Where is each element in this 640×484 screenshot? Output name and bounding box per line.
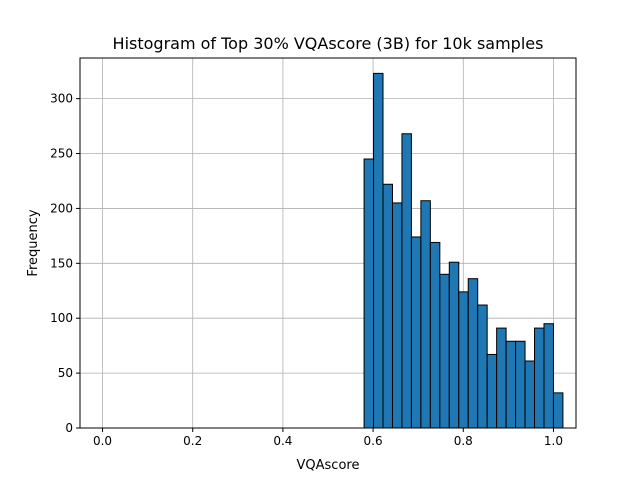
histogram-bar [543,323,554,429]
y-tick-label: 50 [58,366,73,380]
histogram-bar [448,261,460,429]
x-tick-label: 0.4 [273,434,292,448]
x-tick-label: 0.6 [364,434,383,448]
histogram-bar [477,304,488,429]
histogram-bar [505,340,517,429]
histogram-bar [467,278,479,429]
y-tick-label: 0 [65,421,73,435]
x-tick-label: 0.8 [454,434,473,448]
histogram-bar [401,133,412,429]
histogram-bar [552,392,564,429]
y-tick-label: 150 [50,256,73,270]
histogram-bar [496,327,507,429]
x-tick-label: 0.0 [93,434,112,448]
histogram-bar [373,72,384,429]
histogram-bar [382,183,393,429]
histogram-bar [486,353,498,429]
x-axis-label: VQAscore [297,458,360,473]
histogram-bar [420,200,431,429]
y-tick-label: 300 [50,92,73,106]
x-tick-label: 0.2 [183,434,202,448]
y-tick-label: 250 [50,147,73,161]
histogram-bar [534,327,545,429]
histogram-bar [391,202,403,429]
x-tick-label: 1.0 [544,434,563,448]
histogram-bar [515,340,526,429]
histogram-bar [458,291,469,429]
histogram-bar [439,273,450,429]
plot-frame [79,57,577,429]
y-axis-label: Frequency [26,209,41,276]
histogram-bar [363,158,375,429]
histogram-bar [524,360,536,429]
histogram-bar [410,236,422,429]
histogram-bar [429,241,441,429]
chart-title: Histogram of Top 30% VQAscore (3B) for 1… [113,34,544,53]
y-tick-label: 200 [50,201,73,215]
y-tick-label: 100 [50,311,73,325]
